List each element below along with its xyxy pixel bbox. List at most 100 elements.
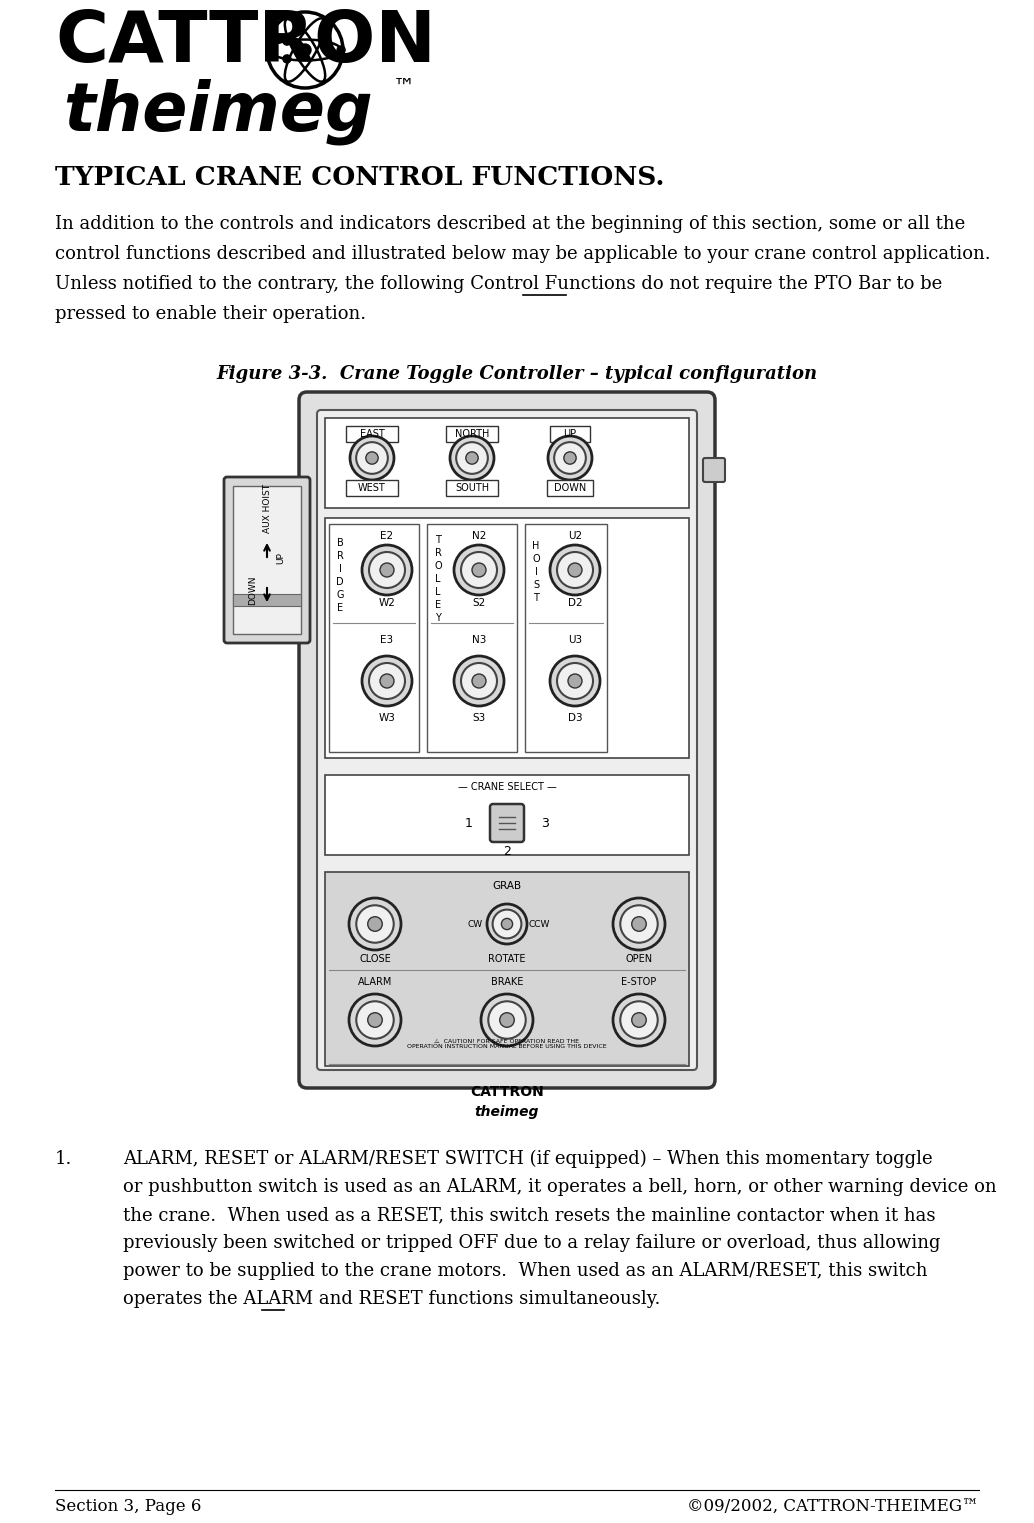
Circle shape [366, 452, 378, 465]
Text: the crane.  When used as a RESET, this switch resets the mainline contactor when: the crane. When used as a RESET, this sw… [123, 1206, 936, 1224]
Circle shape [501, 918, 513, 929]
Text: L: L [435, 574, 440, 583]
Text: S3: S3 [473, 713, 486, 723]
Bar [525, 524, 607, 752]
Text: CATTRON: CATTRON [470, 1084, 544, 1100]
Text: Section 3, Page 6: Section 3, Page 6 [55, 1499, 202, 1515]
Text: E: E [435, 600, 442, 611]
Text: 1: 1 [465, 816, 473, 830]
Circle shape [557, 551, 594, 588]
Text: R: R [434, 548, 442, 557]
Text: D3: D3 [568, 713, 582, 723]
Bar [325, 775, 689, 854]
Circle shape [450, 436, 494, 480]
Circle shape [548, 436, 592, 480]
Bar [325, 518, 689, 758]
Text: DOWN: DOWN [554, 483, 586, 493]
Text: E-STOP: E-STOP [621, 976, 657, 987]
Text: operates the ALARM and RESET functions simultaneously.: operates the ALARM and RESET functions s… [123, 1290, 661, 1308]
Text: OPEN: OPEN [626, 953, 652, 964]
Text: control functions described and illustrated below may be applicable to your cran: control functions described and illustra… [55, 245, 991, 263]
Circle shape [368, 1013, 383, 1028]
Text: T: T [534, 592, 539, 603]
Text: TYPICAL CRANE CONTROL FUNCTIONS.: TYPICAL CRANE CONTROL FUNCTIONS. [55, 164, 665, 190]
Circle shape [620, 905, 658, 943]
Text: ™: ™ [393, 78, 416, 97]
Circle shape [472, 675, 486, 688]
Text: CCW: CCW [528, 920, 550, 929]
Text: power to be supplied to the crane motors.  When used as an ALARM/RESET, this swi: power to be supplied to the crane motors… [123, 1263, 927, 1279]
Circle shape [456, 442, 488, 474]
Circle shape [564, 452, 576, 465]
Circle shape [481, 995, 533, 1046]
Text: previously been switched or tripped OFF due to a relay failure or overload, thus: previously been switched or tripped OFF … [123, 1234, 941, 1252]
Circle shape [381, 675, 394, 688]
Text: DOWN: DOWN [248, 576, 257, 605]
Text: E3: E3 [381, 635, 394, 646]
Text: S2: S2 [473, 599, 486, 608]
Text: 3: 3 [541, 816, 549, 830]
Circle shape [613, 899, 665, 950]
Circle shape [337, 46, 345, 53]
FancyBboxPatch shape [299, 391, 714, 1087]
Text: O: O [533, 554, 540, 564]
Circle shape [369, 551, 405, 588]
Circle shape [488, 1001, 525, 1039]
Circle shape [550, 545, 600, 595]
Text: B: B [337, 538, 343, 548]
Text: UP: UP [564, 429, 577, 439]
Bar [346, 480, 398, 496]
FancyBboxPatch shape [317, 410, 697, 1071]
Text: ALARM: ALARM [358, 976, 392, 987]
Text: 1.: 1. [55, 1150, 72, 1168]
Text: E: E [337, 603, 343, 612]
Circle shape [557, 663, 594, 699]
Circle shape [613, 995, 665, 1046]
Bar [325, 873, 689, 1066]
Circle shape [492, 909, 521, 938]
FancyBboxPatch shape [490, 804, 524, 842]
Text: NORTH: NORTH [455, 429, 489, 439]
Text: CATTRON: CATTRON [55, 8, 436, 78]
Text: D: D [336, 577, 344, 586]
Bar [325, 417, 689, 509]
Circle shape [283, 55, 291, 62]
Text: ROTATE: ROTATE [488, 953, 525, 964]
Circle shape [466, 452, 478, 465]
Circle shape [620, 1001, 658, 1039]
Text: O: O [434, 560, 442, 571]
FancyBboxPatch shape [703, 458, 725, 481]
Bar [329, 524, 419, 752]
Text: Unless notified to the contrary, the following Control Functions do not require : Unless notified to the contrary, the fol… [55, 276, 942, 292]
Text: W2: W2 [378, 599, 395, 608]
Text: W3: W3 [378, 713, 395, 723]
Text: CW: CW [467, 920, 483, 929]
Text: E2: E2 [381, 532, 394, 541]
Circle shape [487, 905, 527, 944]
Circle shape [499, 1013, 514, 1028]
Bar [547, 480, 594, 496]
Text: L: L [435, 586, 440, 597]
Bar [550, 426, 590, 442]
FancyBboxPatch shape [224, 477, 310, 643]
Circle shape [356, 442, 388, 474]
Text: theimeg: theimeg [475, 1106, 539, 1119]
Text: Y: Y [435, 612, 440, 623]
Circle shape [632, 917, 646, 931]
Text: CLOSE: CLOSE [359, 953, 391, 964]
Text: AUX HOIST: AUX HOIST [263, 483, 272, 533]
Text: BRAKE: BRAKE [491, 976, 523, 987]
Text: U3: U3 [568, 635, 582, 646]
Bar [446, 480, 498, 496]
Circle shape [299, 44, 311, 56]
Circle shape [349, 899, 401, 950]
Text: N2: N2 [472, 532, 486, 541]
Circle shape [381, 564, 394, 577]
Circle shape [357, 1001, 394, 1039]
Circle shape [357, 905, 394, 943]
Text: R: R [336, 551, 343, 560]
Text: Figure 3-3.  Crane Toggle Controller – typical configuration: Figure 3-3. Crane Toggle Controller – ty… [216, 366, 818, 382]
Circle shape [550, 656, 600, 707]
Text: or pushbutton switch is used as an ALARM, it operates a bell, horn, or other war: or pushbutton switch is used as an ALARM… [123, 1177, 997, 1196]
Text: In addition to the controls and indicators described at the beginning of this se: In addition to the controls and indicato… [55, 215, 966, 233]
